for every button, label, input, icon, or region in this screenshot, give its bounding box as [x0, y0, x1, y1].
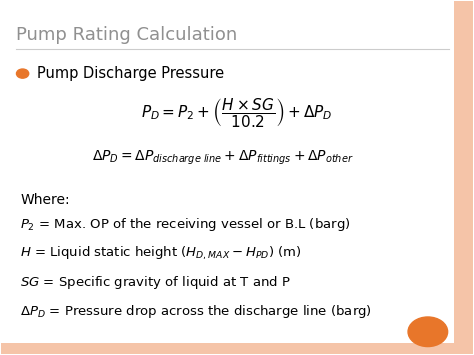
Text: $SG$ = Specific gravity of liquid at T and P: $SG$ = Specific gravity of liquid at T a…	[20, 274, 291, 291]
Circle shape	[17, 69, 29, 78]
Text: Pump Rating Calculation: Pump Rating Calculation	[16, 26, 237, 44]
Text: $P_2$ = Max. OP of the receiving vessel or B.L (barg): $P_2$ = Max. OP of the receiving vessel …	[20, 216, 351, 233]
Text: $P_D = P_2 + \left(\dfrac{H \times SG}{10.2}\right) + \Delta P_D$: $P_D = P_2 + \left(\dfrac{H \times SG}{1…	[141, 96, 333, 129]
Circle shape	[408, 317, 447, 346]
Text: Where:: Where:	[20, 193, 70, 207]
Text: $H$ = Liquid static height ($H_{D,MAX} - H_{PD}$) (m): $H$ = Liquid static height ($H_{D,MAX} -…	[20, 245, 302, 262]
Bar	[1, 343, 473, 354]
Text: $\Delta P_D$ = Pressure drop across the discharge line (barg): $\Delta P_D$ = Pressure drop across the …	[20, 303, 372, 320]
Bar	[454, 1, 473, 354]
Text: $\Delta P_D = \Delta P_{discharge\ line} + \Delta P_{fittings} + \Delta P_{other: $\Delta P_D = \Delta P_{discharge\ line}…	[92, 149, 354, 167]
Text: Pump Discharge Pressure: Pump Discharge Pressure	[36, 66, 224, 81]
